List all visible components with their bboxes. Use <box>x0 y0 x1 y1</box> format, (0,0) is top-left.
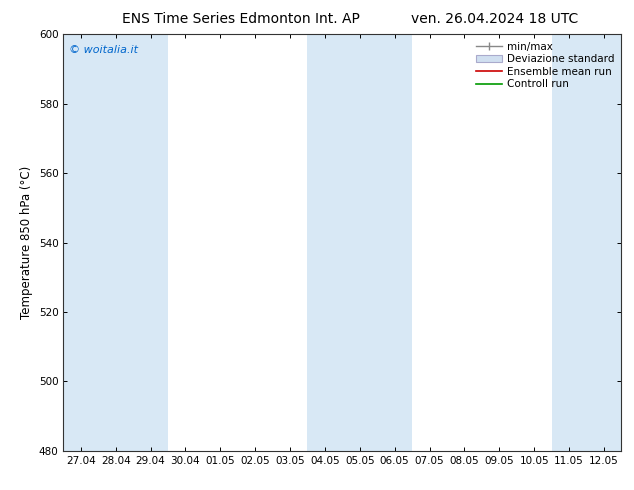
Text: © woitalia.it: © woitalia.it <box>69 45 138 55</box>
Text: ven. 26.04.2024 18 UTC: ven. 26.04.2024 18 UTC <box>411 12 578 26</box>
Legend: min/max, Deviazione standard, Ensemble mean run, Controll run: min/max, Deviazione standard, Ensemble m… <box>474 40 616 92</box>
Y-axis label: Temperature 850 hPa (°C): Temperature 850 hPa (°C) <box>20 166 33 319</box>
Bar <box>63 34 168 451</box>
Bar <box>307 34 412 451</box>
Bar <box>552 34 621 451</box>
Text: ENS Time Series Edmonton Int. AP: ENS Time Series Edmonton Int. AP <box>122 12 360 26</box>
